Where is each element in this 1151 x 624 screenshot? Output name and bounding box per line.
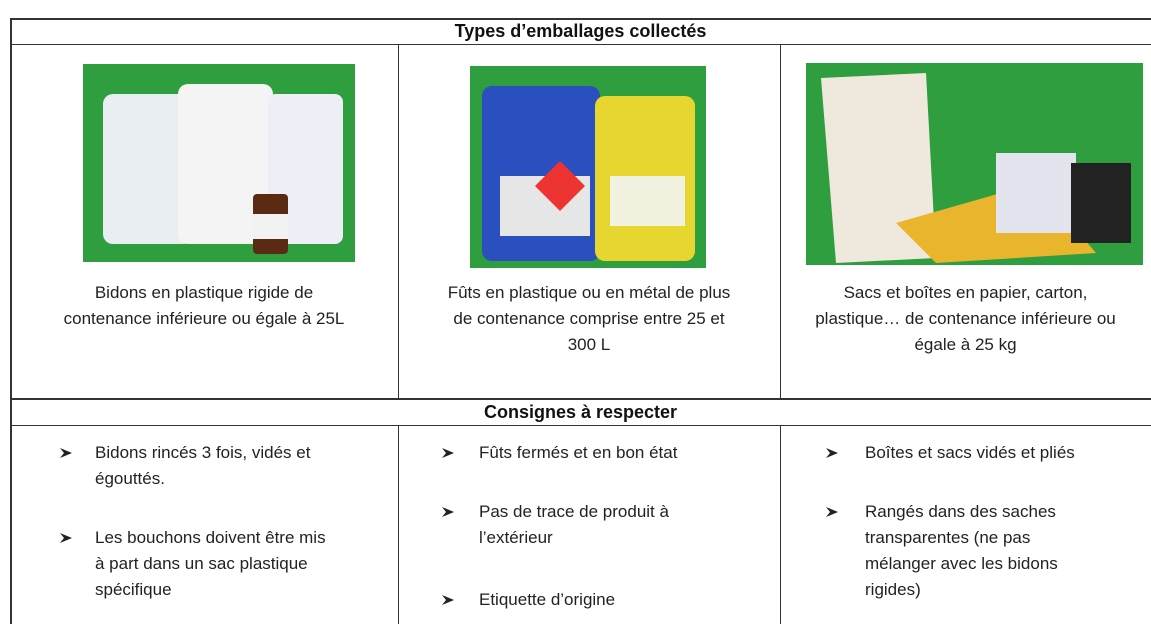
- border: [780, 44, 781, 398]
- bullet-arrow: [826, 506, 838, 518]
- border: [10, 18, 1151, 20]
- rule-line: Rangés dans des saches: [865, 502, 1056, 521]
- photo-bidons: [83, 64, 355, 262]
- rule-line: Fûts fermés et en bon état: [479, 443, 678, 462]
- caption-line: égale à 25 kg: [914, 335, 1017, 354]
- rule-line: mélanger avec les bidons: [865, 554, 1058, 573]
- border: [780, 425, 781, 624]
- rule-line: Bidons rincés 3 fois, vidés et: [95, 443, 311, 462]
- border: [10, 398, 1151, 400]
- border: [10, 44, 1151, 45]
- caption-line: Bidons en plastique rigide de: [94, 283, 314, 302]
- photo-futs: [470, 66, 706, 268]
- border: [398, 425, 399, 624]
- caption-line: Fûts en plastique ou en métal de plus: [447, 283, 731, 302]
- rule-line: l’extérieur: [479, 528, 553, 547]
- caption-line: contenance inférieure ou égale à 25L: [63, 309, 345, 328]
- table-header: Types d’emballages collectés: [454, 21, 707, 41]
- rule-line: Les bouchons doivent être mis: [95, 528, 326, 547]
- bullet-arrow: [826, 447, 838, 459]
- bullet-arrow: [60, 447, 72, 459]
- border: [10, 425, 1151, 426]
- caption-line: de contenance comprise entre 25 et: [453, 309, 725, 328]
- rule-line: rigides): [865, 580, 921, 599]
- rule-line: à part dans un sac plastique: [95, 554, 308, 573]
- rule-line: transparentes (ne pas: [865, 528, 1031, 547]
- table-subheader: Consignes à respecter: [483, 402, 678, 422]
- bullet-arrow: [60, 532, 72, 544]
- caption-line: 300 L: [567, 335, 611, 354]
- bullet-arrow: [442, 447, 454, 459]
- rule-line: égouttés.: [95, 469, 165, 488]
- border: [10, 18, 12, 624]
- rule-line: Boîtes et sacs vidés et pliés: [865, 443, 1075, 462]
- caption-line: plastique… de contenance inférieure ou: [815, 309, 1116, 328]
- photo-sacs: [806, 63, 1143, 265]
- rule-line: spécifique: [95, 580, 172, 599]
- bullet-arrow: [442, 506, 454, 518]
- bullet-arrow: [442, 594, 454, 606]
- rule-line: Etiquette d’origine: [479, 590, 616, 609]
- border: [398, 44, 399, 398]
- caption-line: Sacs et boîtes en papier, carton,: [843, 283, 1088, 302]
- rule-line: Pas de trace de produit à: [479, 502, 669, 521]
